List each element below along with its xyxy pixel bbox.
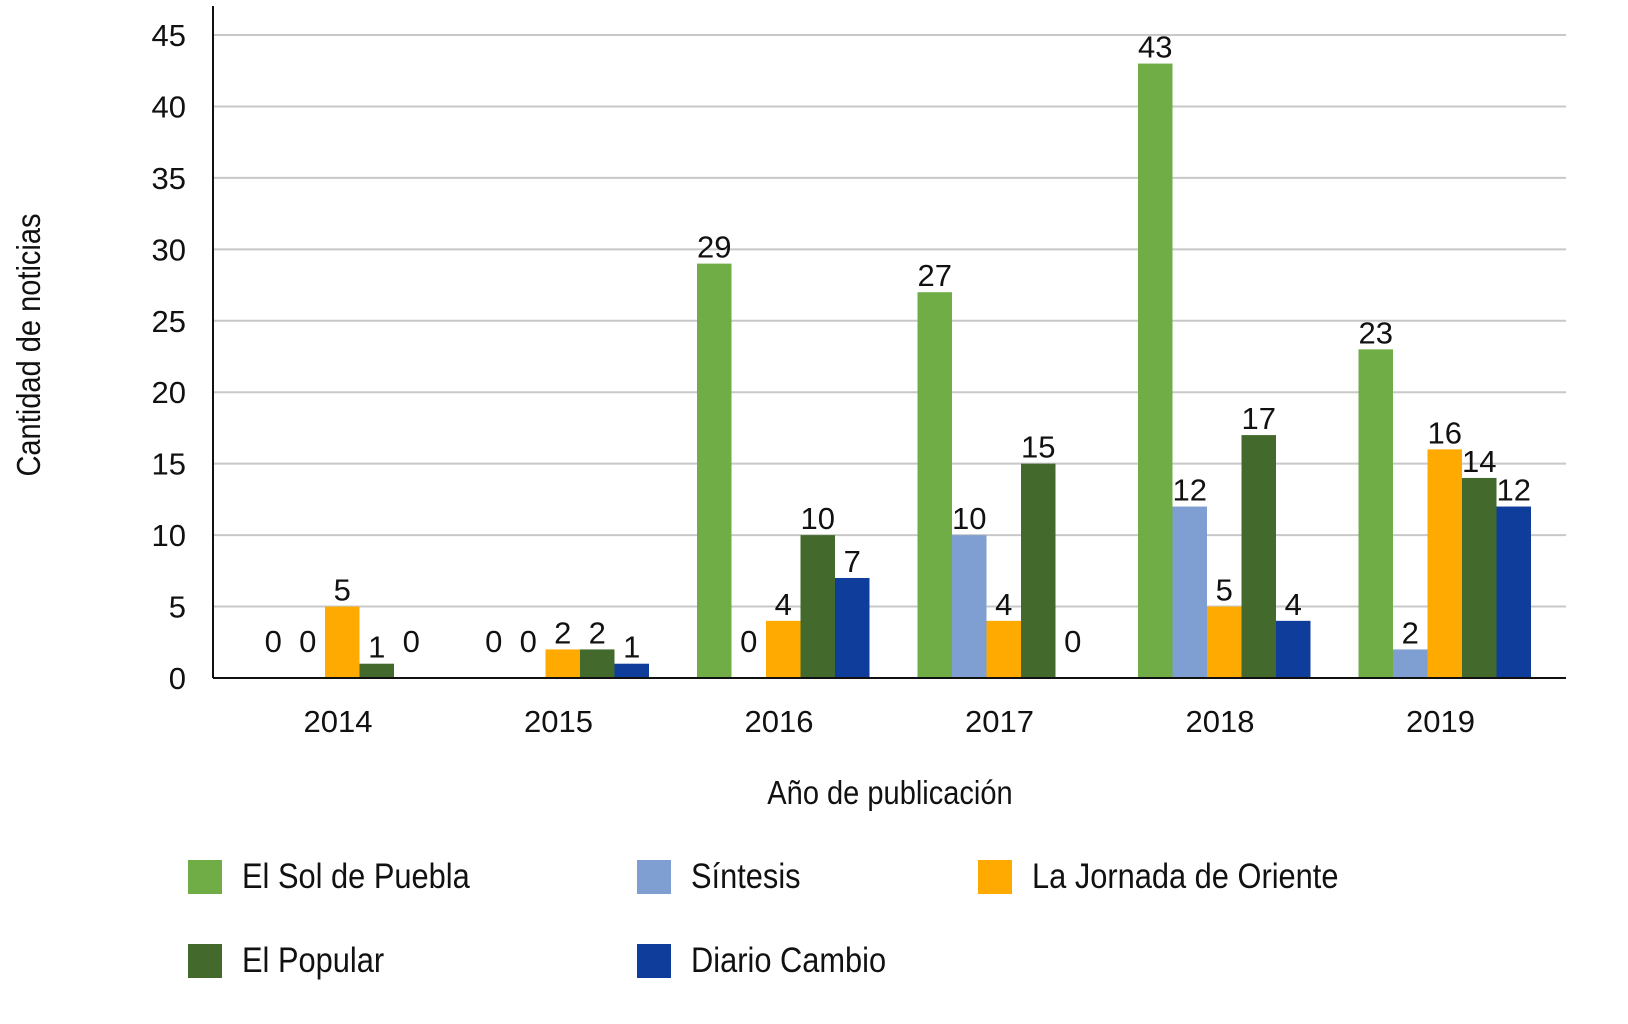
bar-síntesis-2019 xyxy=(1393,649,1428,678)
legend-item-diario-cambio[interactable]: Diario Cambio xyxy=(637,941,913,981)
legend-swatch xyxy=(637,860,671,894)
bar-la-jornada-de-oriente-2015 xyxy=(545,649,580,678)
data-label: 4 xyxy=(995,587,1012,622)
x-axis-title: Año de publicación xyxy=(767,774,1012,811)
legend-item-sintesis[interactable]: Síntesis xyxy=(637,857,816,897)
data-label: 23 xyxy=(1359,315,1393,350)
legend-swatch xyxy=(188,860,222,894)
bar-diario-cambio-2018 xyxy=(1276,620,1311,678)
data-label: 29 xyxy=(697,230,731,265)
y-tick-label: 40 xyxy=(152,89,186,124)
legend-swatch xyxy=(188,944,222,978)
legend-swatch xyxy=(637,944,671,978)
data-label: 14 xyxy=(1462,444,1496,479)
x-tick-label: 2014 xyxy=(304,704,373,739)
bar-el-popular-2014 xyxy=(359,663,394,678)
y-tick-label: 0 xyxy=(169,661,186,696)
data-label: 0 xyxy=(403,624,420,659)
y-tick-label: 35 xyxy=(152,161,186,196)
data-label: 4 xyxy=(1285,587,1302,622)
data-label: 4 xyxy=(775,587,792,622)
y-tick-label: 45 xyxy=(152,18,186,53)
data-label: 0 xyxy=(740,624,757,659)
bar-el-sol-de-puebla-2017 xyxy=(917,292,952,678)
data-label: 15 xyxy=(1021,430,1055,465)
legend-label: Síntesis xyxy=(691,857,801,896)
data-label: 43 xyxy=(1138,30,1172,65)
bar-el-popular-2018 xyxy=(1241,435,1276,678)
bar-la-jornada-de-oriente-2014 xyxy=(325,606,360,678)
legend-label: El Popular xyxy=(242,941,385,980)
data-label: 0 xyxy=(265,624,282,659)
x-tick-label: 2019 xyxy=(1406,704,1475,739)
data-label: 2 xyxy=(1402,615,1419,650)
bars xyxy=(325,63,1531,679)
bar-el-popular-2015 xyxy=(580,649,615,678)
y-axis-title: Cantidad de noticias xyxy=(10,213,47,476)
bar-el-popular-2019 xyxy=(1462,477,1497,678)
bar-síntesis-2018 xyxy=(1172,506,1207,678)
y-tick-label: 15 xyxy=(152,447,186,482)
y-tick-label: 30 xyxy=(152,232,186,267)
data-label: 10 xyxy=(952,501,986,536)
data-label: 0 xyxy=(299,624,316,659)
data-label: 2 xyxy=(589,615,606,650)
data-label: 2 xyxy=(554,615,571,650)
bar-el-sol-de-puebla-2018 xyxy=(1138,63,1173,679)
legend-label: Diario Cambio xyxy=(691,941,887,980)
bar-el-sol-de-puebla-2016 xyxy=(697,263,732,678)
data-label: 5 xyxy=(1216,573,1233,608)
data-label: 17 xyxy=(1242,401,1276,436)
data-label: 16 xyxy=(1428,415,1462,450)
data-label: 7 xyxy=(844,544,861,579)
data-label: 1 xyxy=(368,630,385,665)
bar-la-jornada-de-oriente-2018 xyxy=(1207,606,1242,678)
bar-diario-cambio-2019 xyxy=(1496,506,1531,678)
legend-item-el-sol-de-puebla[interactable]: El Sol de Puebla xyxy=(188,857,501,897)
x-tick-label: 2018 xyxy=(1186,704,1255,739)
bar-el-popular-2016 xyxy=(800,535,835,678)
data-label: 12 xyxy=(1173,473,1207,508)
data-label: 12 xyxy=(1497,473,1531,508)
bar-la-jornada-de-oriente-2019 xyxy=(1427,449,1462,678)
legend-label: El Sol de Puebla xyxy=(242,857,470,896)
data-label: 5 xyxy=(334,573,351,608)
x-tick-label: 2015 xyxy=(524,704,593,739)
data-label: 0 xyxy=(520,624,537,659)
data-labels: 0 051 0 0 0 2 2 1290410727104150431251742321614… xyxy=(265,30,1531,665)
y-tick-labels: 0 5 10 15 20 25 30 35 40 45 xyxy=(152,18,186,696)
bar-diario-cambio-2016 xyxy=(835,577,870,678)
bar-el-sol-de-puebla-2019 xyxy=(1358,349,1393,678)
data-label: 0 xyxy=(1064,624,1081,659)
bar-diario-cambio-2015 xyxy=(614,663,649,678)
gridlines xyxy=(213,34,1566,608)
x-tick-labels: 2014 2015 2016 2017 2018 2019 xyxy=(304,704,1475,739)
legend-item-el-popular[interactable]: El Popular xyxy=(188,941,403,981)
data-label: 0 xyxy=(485,624,502,659)
x-tick-label: 2017 xyxy=(965,704,1034,739)
legend-swatch xyxy=(978,860,1012,894)
legend-item-la-jornada-de-oriente[interactable]: La Jornada de Oriente xyxy=(978,857,1380,897)
data-label: 27 xyxy=(918,258,952,293)
x-tick-label: 2016 xyxy=(745,704,814,739)
y-tick-label: 25 xyxy=(152,304,186,339)
bar-síntesis-2017 xyxy=(952,535,987,678)
y-tick-label: 5 xyxy=(169,590,186,625)
data-label: 1 xyxy=(623,630,640,665)
bar-el-popular-2017 xyxy=(1021,463,1056,678)
bar-la-jornada-de-oriente-2016 xyxy=(766,620,801,678)
bar-la-jornada-de-oriente-2017 xyxy=(986,620,1021,678)
data-label: 10 xyxy=(801,501,835,536)
legend-label: La Jornada de Oriente xyxy=(1032,857,1339,896)
y-tick-label: 10 xyxy=(152,518,186,553)
y-tick-label: 20 xyxy=(152,375,186,410)
